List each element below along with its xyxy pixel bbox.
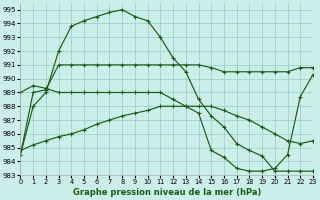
X-axis label: Graphe pression niveau de la mer (hPa): Graphe pression niveau de la mer (hPa) [73,188,261,197]
